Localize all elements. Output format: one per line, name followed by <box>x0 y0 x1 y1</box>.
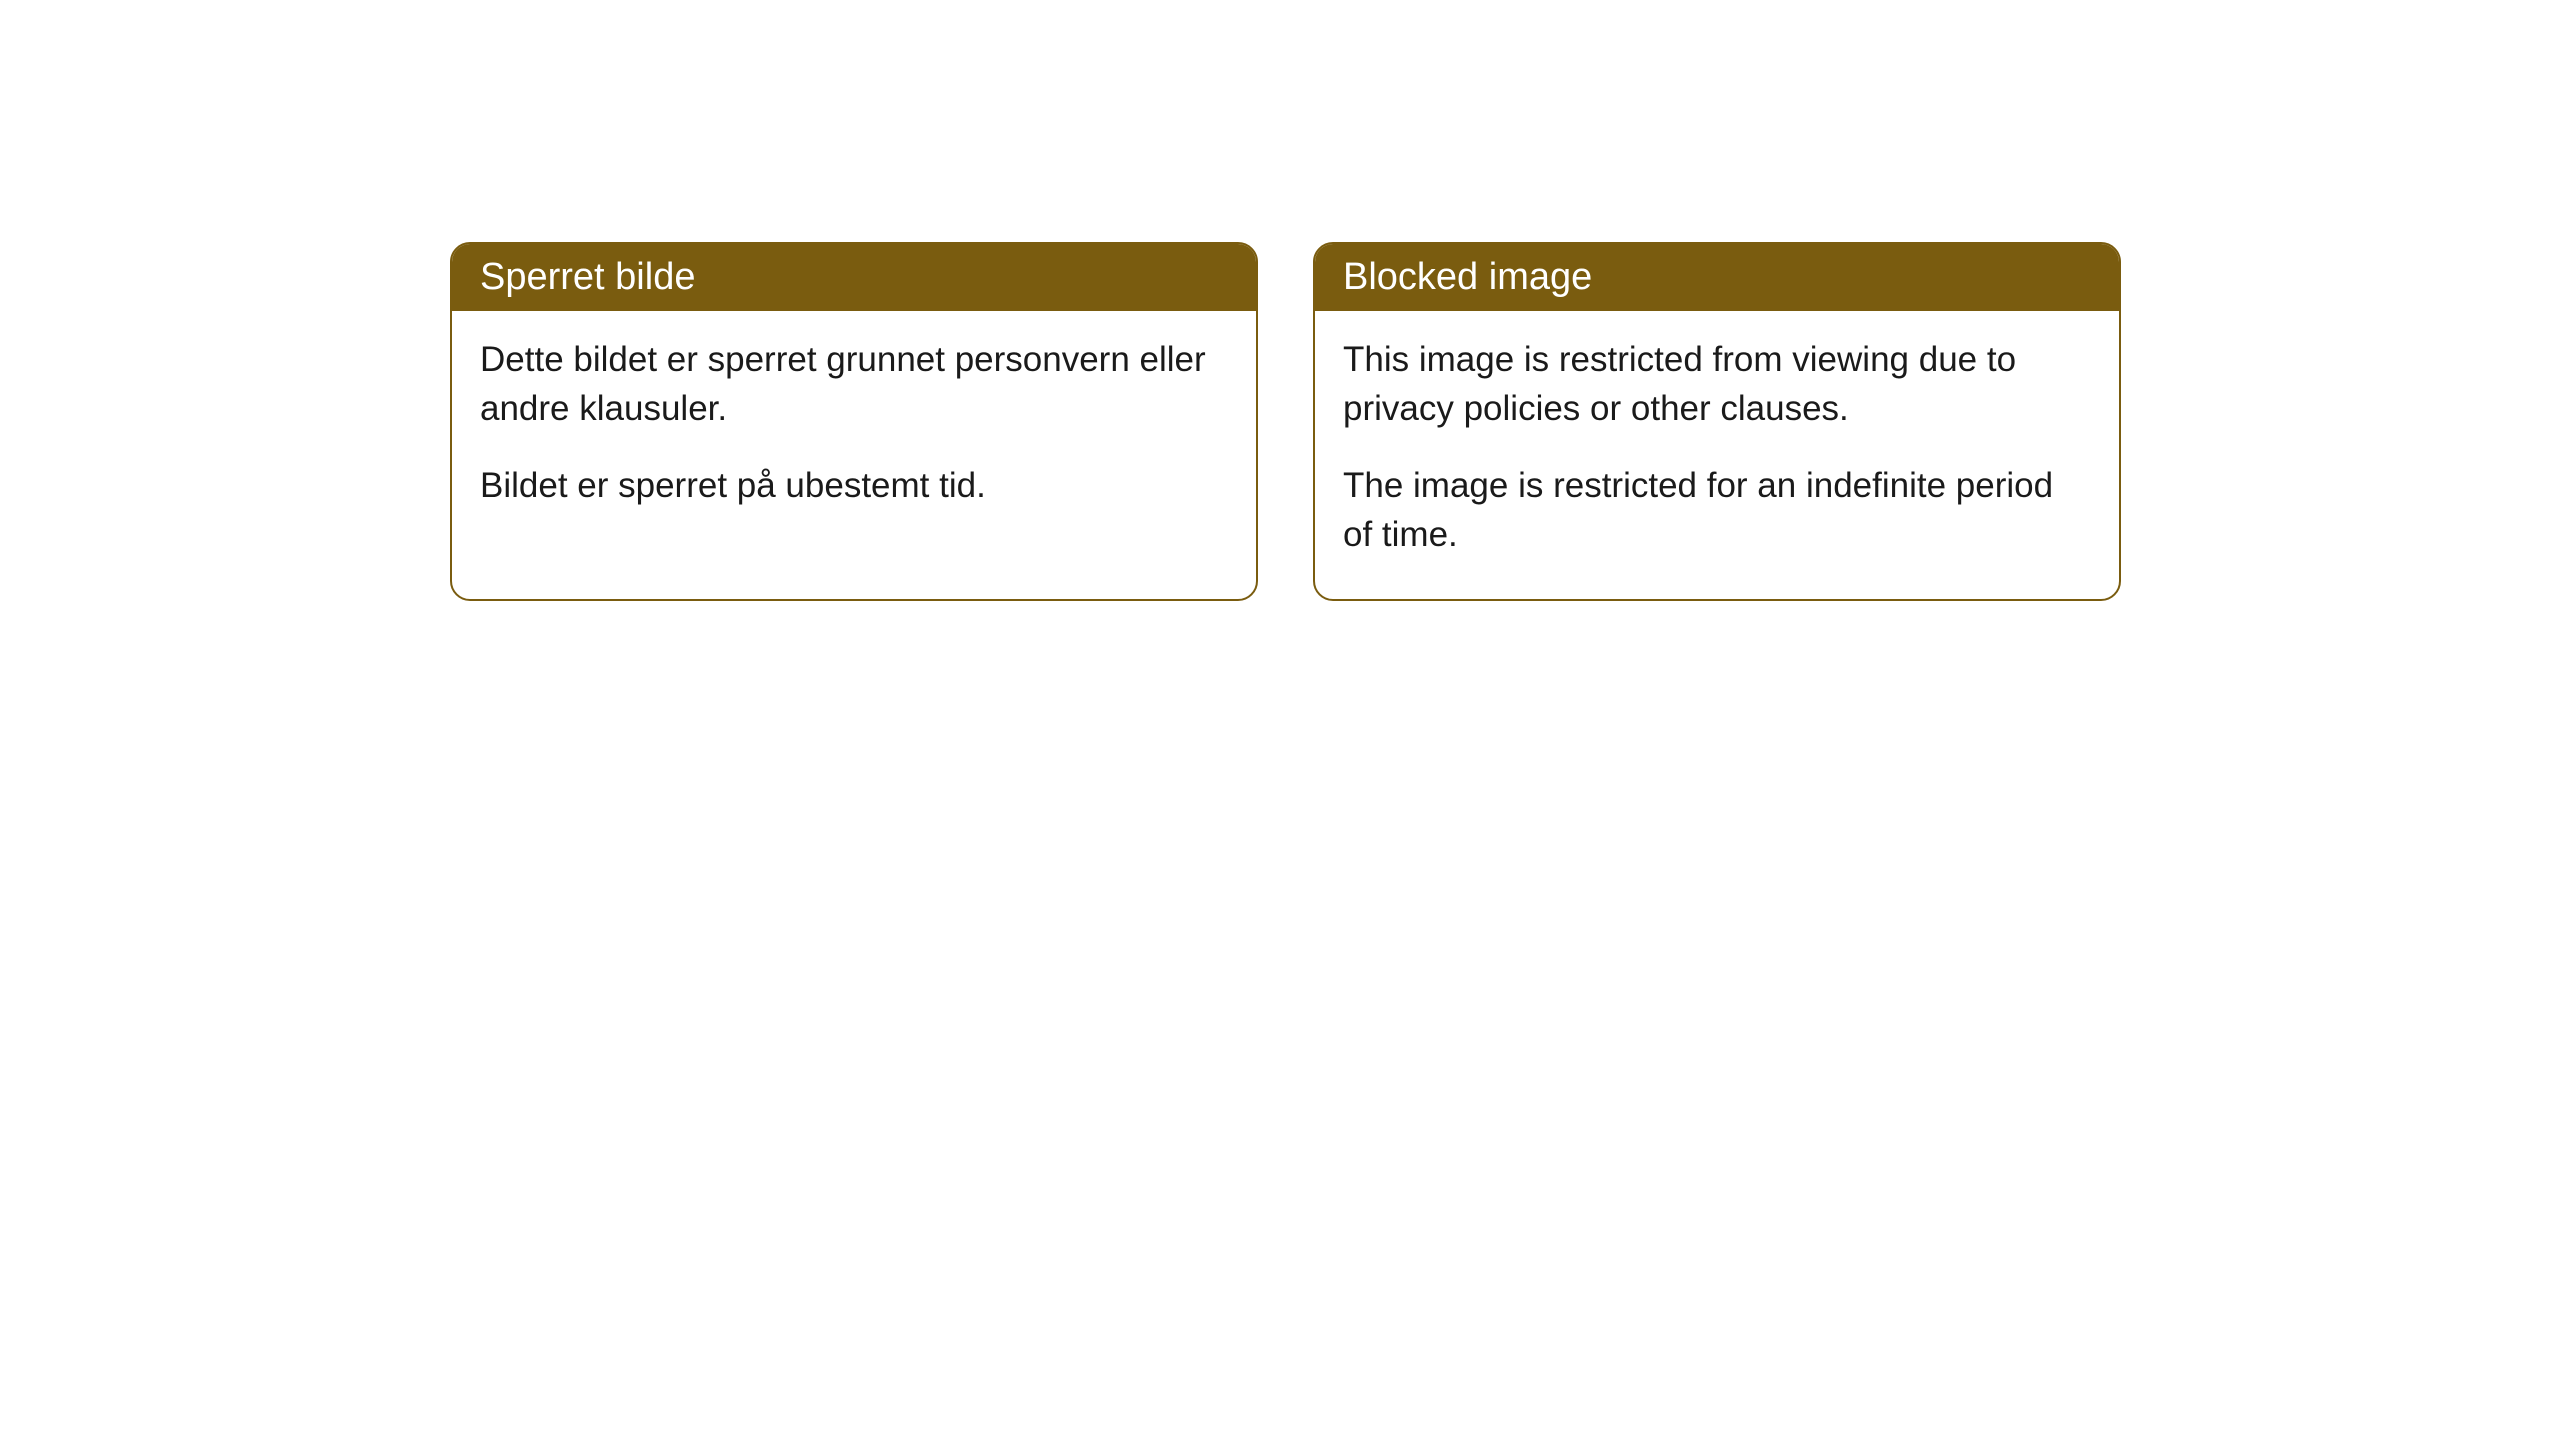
card-paragraph-1: Dette bildet er sperret grunnet personve… <box>480 335 1228 433</box>
card-paragraph-1: This image is restricted from viewing du… <box>1343 335 2091 433</box>
card-title: Blocked image <box>1343 256 1592 298</box>
blocked-image-card-english: Blocked image This image is restricted f… <box>1313 242 2121 601</box>
blocked-image-card-norwegian: Sperret bilde Dette bildet er sperret gr… <box>450 242 1258 601</box>
card-paragraph-2: The image is restricted for an indefinit… <box>1343 461 2091 559</box>
card-body: Dette bildet er sperret grunnet personve… <box>452 311 1256 550</box>
card-header: Sperret bilde <box>452 244 1256 311</box>
card-title: Sperret bilde <box>480 256 695 298</box>
card-body: This image is restricted from viewing du… <box>1315 311 2119 599</box>
card-paragraph-2: Bildet er sperret på ubestemt tid. <box>480 461 1228 510</box>
cards-container: Sperret bilde Dette bildet er sperret gr… <box>450 242 2121 601</box>
card-header: Blocked image <box>1315 244 2119 311</box>
